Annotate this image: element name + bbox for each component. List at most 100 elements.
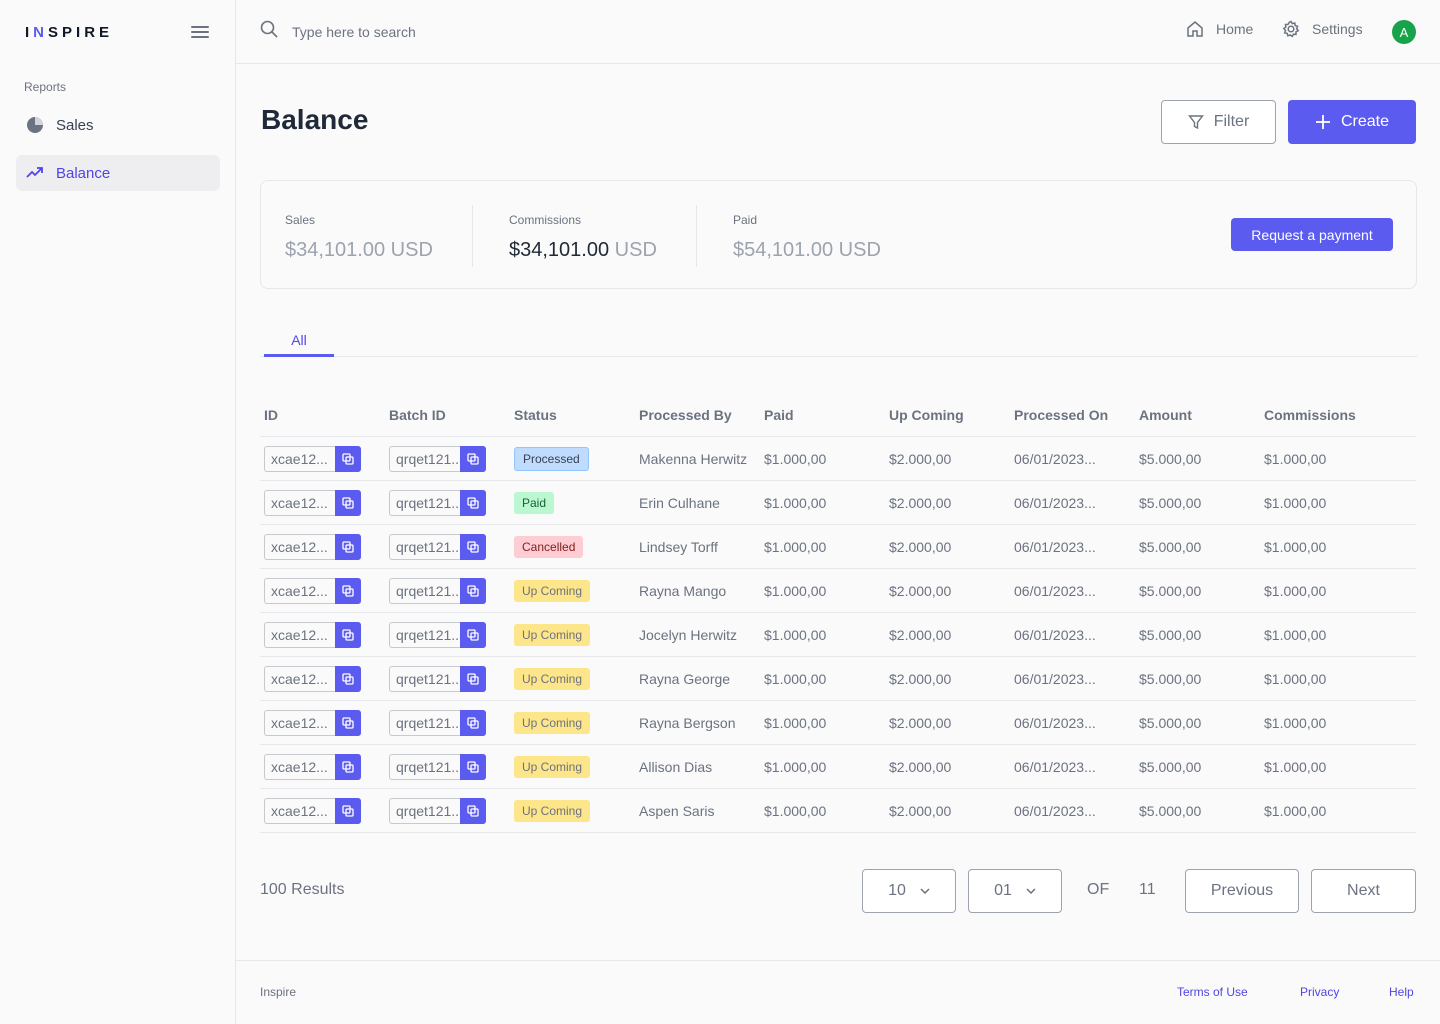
batch-id-value[interactable]: qrqet121.. (389, 665, 460, 692)
batch-id-value[interactable]: qrqet121.. (389, 709, 460, 736)
batch-id-copy-field: qrqet121.. (389, 621, 486, 648)
commissions-cell: $1.000,00 (1264, 802, 1327, 819)
table-row[interactable]: xcae12... qrqet121.. Paid Erin Culhane $1.00… (260, 481, 1416, 525)
copy-icon[interactable] (460, 797, 486, 824)
processed-by-cell: Rayna Bergson (639, 714, 736, 731)
table-row[interactable]: xcae12... qrqet121.. Up Coming Rayna George… (260, 657, 1416, 701)
id-value[interactable]: xcae12... (264, 489, 335, 516)
id-value[interactable]: xcae12... (264, 621, 335, 648)
balance-table: ID Batch ID Status Processed By Paid Up … (260, 393, 1416, 833)
hamburger-menu-icon[interactable] (190, 24, 210, 40)
request-payment-button[interactable]: Request a payment (1231, 218, 1393, 251)
up-coming-cell: $2.000,00 (889, 758, 952, 775)
copy-icon[interactable] (335, 665, 361, 692)
column-header-commissions[interactable]: Commissions (1264, 406, 1356, 423)
batch-id-value[interactable]: qrqet121.. (389, 621, 460, 648)
id-value[interactable]: xcae12... (264, 533, 335, 560)
tab-all[interactable]: All (264, 320, 334, 357)
id-value[interactable]: xcae12... (264, 709, 335, 736)
filter-button[interactable]: Filter (1161, 100, 1276, 144)
id-value[interactable]: xcae12... (264, 445, 335, 472)
terms-of-use-link[interactable]: Terms of Use (1177, 985, 1248, 999)
copy-icon[interactable] (460, 621, 486, 648)
commissions-cell: $1.000,00 (1264, 758, 1327, 775)
page-size-select[interactable]: 10 (862, 869, 956, 913)
help-link[interactable]: Help (1389, 985, 1414, 999)
table-row[interactable]: xcae12... qrqet121.. Processed Makenna Herw… (260, 437, 1416, 481)
batch-id-value[interactable]: qrqet121.. (389, 753, 460, 780)
up-coming-cell: $2.000,00 (889, 670, 952, 687)
copy-icon[interactable] (460, 709, 486, 736)
total-pages: 11 (1139, 881, 1156, 898)
column-header-processed-by[interactable]: Processed By (639, 406, 732, 423)
batch-id-value[interactable]: qrqet121.. (389, 489, 460, 516)
table-row[interactable]: xcae12... qrqet121.. Cancelled Lindsey Torf… (260, 525, 1416, 569)
paid-cell: $1.000,00 (764, 582, 827, 599)
sidebar-item-sales[interactable]: Sales (16, 107, 220, 143)
page-number-select[interactable]: 01 (968, 869, 1062, 913)
table-row[interactable]: xcae12... qrqet121.. Up Coming Aspen Saris $… (260, 789, 1416, 833)
table-body: xcae12... qrqet121.. Processed Makenna Herw… (260, 437, 1416, 833)
copy-icon[interactable] (335, 709, 361, 736)
search-input[interactable] (292, 23, 592, 40)
copy-icon[interactable] (460, 665, 486, 692)
processed-by-cell: Allison Dias (639, 758, 713, 775)
previous-button[interactable]: Previous (1185, 869, 1299, 913)
copy-icon[interactable] (460, 577, 486, 604)
copy-icon[interactable] (335, 533, 361, 560)
id-value[interactable]: xcae12... (264, 577, 335, 604)
processed-on-cell: 06/01/2023... (1014, 626, 1096, 643)
column-header-amount[interactable]: Amount (1139, 406, 1192, 423)
app-logo[interactable]: INSPIRE (25, 24, 114, 41)
batch-id-value[interactable]: qrqet121.. (389, 445, 460, 472)
amount-cell: $5.000,00 (1139, 494, 1202, 511)
column-header-id[interactable]: ID (264, 406, 278, 423)
column-header-up-coming[interactable]: Up Coming (889, 406, 964, 423)
up-coming-cell: $2.000,00 (889, 582, 952, 599)
avatar[interactable]: A (1392, 20, 1416, 44)
copy-icon[interactable] (335, 621, 361, 648)
column-header-paid[interactable]: Paid (764, 406, 794, 423)
table-row[interactable]: xcae12... qrqet121.. Up Coming Jocelyn Herw… (260, 613, 1416, 657)
home-label: Home (1216, 21, 1254, 37)
copy-icon[interactable] (460, 445, 486, 472)
copy-icon[interactable] (460, 533, 486, 560)
copy-icon[interactable] (335, 577, 361, 604)
commissions-stat-value: $34,101.00 USD (509, 239, 657, 261)
table-row[interactable]: xcae12... qrqet121.. Up Coming Rayna Mango $… (260, 569, 1416, 613)
footer: Inspire Terms of Use Privacy Help (236, 960, 1440, 1024)
top-bar: Home Settings A (236, 0, 1440, 64)
batch-id-value[interactable]: qrqet121.. (389, 577, 460, 604)
id-value[interactable]: xcae12... (264, 665, 335, 692)
id-value[interactable]: xcae12... (264, 753, 335, 780)
settings-link[interactable]: Settings (1282, 20, 1363, 38)
copy-icon[interactable] (335, 489, 361, 516)
sidebar-item-balance[interactable]: Balance (16, 155, 220, 191)
id-value[interactable]: xcae12... (264, 797, 335, 824)
table-row[interactable]: xcae12... qrqet121.. Up Coming Rayna Bergso… (260, 701, 1416, 745)
home-link[interactable]: Home (1186, 20, 1253, 38)
copy-icon[interactable] (335, 753, 361, 780)
batch-id-value[interactable]: qrqet121.. (389, 533, 460, 560)
status-badge: Processed (514, 446, 589, 471)
paid-cell: $1.000,00 (764, 802, 827, 819)
amount-cell: $5.000,00 (1139, 802, 1202, 819)
column-header-batch-id[interactable]: Batch ID (389, 406, 446, 423)
processed-on-cell: 06/01/2023... (1014, 714, 1096, 731)
batch-id-cell: qrqet121.. (385, 533, 510, 560)
page-size-value: 10 (888, 882, 906, 899)
create-button[interactable]: Create (1288, 100, 1416, 144)
column-header-status[interactable]: Status (514, 406, 557, 423)
table-row[interactable]: xcae12... qrqet121.. Up Coming Allison Dias… (260, 745, 1416, 789)
next-button[interactable]: Next (1311, 869, 1416, 913)
copy-icon[interactable] (335, 445, 361, 472)
copy-icon[interactable] (460, 489, 486, 516)
status-badge: Up Coming (514, 755, 591, 778)
privacy-link[interactable]: Privacy (1300, 985, 1340, 999)
status-cell: Cancelled (510, 535, 635, 558)
batch-id-cell: qrqet121.. (385, 621, 510, 648)
copy-icon[interactable] (460, 753, 486, 780)
batch-id-value[interactable]: qrqet121.. (389, 797, 460, 824)
column-header-processed-on[interactable]: Processed On (1014, 406, 1109, 423)
copy-icon[interactable] (335, 797, 361, 824)
